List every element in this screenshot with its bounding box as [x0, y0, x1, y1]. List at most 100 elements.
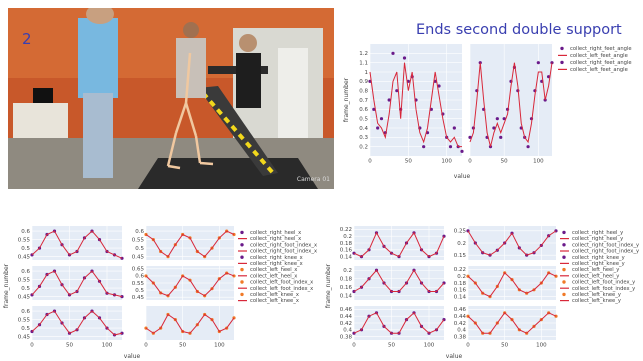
tr-panel-1-xtick-label: 50: [405, 159, 412, 165]
br-panel-6-series-line: [467, 312, 557, 334]
tr-x-axis-title: value: [454, 173, 471, 180]
bl-panel-5-xtick-label: 100: [102, 343, 113, 349]
br-panel-3-ytick-label: 0.14: [340, 294, 353, 300]
br-legend-label: collect_left_heel_y: [572, 267, 619, 273]
br-panel-5-xtick-label: 0: [352, 343, 356, 349]
tr-panel-1-data-point: [372, 107, 376, 111]
bl-panel-3-series-line: [31, 270, 123, 298]
bl-panel-5-ytick-label: 0.5: [21, 326, 30, 332]
tr-panel-2-data-point: [492, 126, 496, 130]
tr-panel-2-data-point: [495, 117, 499, 121]
chart-x-coords: 0.45 0.5 0.55 0.6 0.45 0.5 0.55 0.6 0.45 0.5 0.55 0…: [0, 218, 322, 361]
br-panel-3-series-line: [353, 269, 445, 292]
video-frame: 2 Camera 01: [8, 8, 334, 189]
br-panel-6-xtick-label: 100: [536, 343, 547, 349]
bl-panel-4-ytick-label: 0.55: [132, 281, 145, 287]
bl-legend-marker: [240, 292, 244, 297]
br-panel-3-plot-area: [354, 266, 444, 300]
br-panel-3-ytick-label: 0.16: [340, 285, 353, 291]
tr-panel-2-xtick-label: 50: [501, 159, 508, 165]
br-legend-label: collect_right_knee_y: [572, 255, 625, 261]
bl-panel-6-xtick-label: 0: [144, 343, 148, 349]
br-panel-4-ytick-label: 0.14: [454, 294, 467, 300]
br-panel-6-xtick-label: 0: [466, 343, 470, 349]
tr-panel-1-data-point: [422, 145, 426, 149]
tr-panel-1-ytick-label: 0.6: [359, 107, 368, 113]
bl-panel-3-ytick-label: 0.55: [18, 277, 31, 283]
bl-panel-1-ytick-label: 0.5: [21, 246, 30, 252]
br-panel-6-ytick-label: 0.42: [454, 321, 466, 327]
tr-panel-1-data-point: [437, 84, 441, 88]
tr-panel-1-data-point: [387, 98, 391, 102]
br-panel-5-ytick-label: 0.4: [343, 328, 352, 334]
br-panel-2-ytick-label: 0.15: [454, 253, 467, 259]
br-panel-1-ytick-label: 0.22: [340, 227, 352, 233]
tr-panel-1-data-point: [452, 126, 456, 130]
bl-x-axis-title: value: [124, 353, 141, 360]
br-panel-2-ytick-label: 0.25: [454, 229, 467, 235]
bl-panel-5-ytick-label: 0.55: [18, 317, 31, 323]
br-panel-5-ytick-label: 0.44: [340, 314, 353, 320]
bl-legend-label: collect_right_heel_x: [250, 236, 301, 242]
br-legend-marker: [562, 292, 566, 297]
br-panel-1-series-line: [353, 231, 445, 258]
bl-panel-5-xtick-label: 50: [66, 343, 73, 349]
chart-title: Ends second double support: [416, 22, 622, 38]
bl-panel-1-ytick-label: 0.6: [21, 229, 30, 235]
video-scene: [8, 8, 334, 189]
tr-legend-label: collect_right_feet_angle: [570, 46, 632, 52]
bl-panel-1-series-line: [31, 230, 123, 259]
bl-panel-5-xtick-label: 0: [30, 343, 34, 349]
tr-panel-1-data-point: [376, 126, 380, 130]
bl-legend-label: collect_right_heel_x: [250, 230, 301, 236]
br-panel-6-xtick-label: 50: [501, 343, 508, 349]
bl-panel-2-series-line: [145, 230, 235, 258]
tr-panel-1-ytick-label: 1: [365, 70, 369, 76]
tr-panel-1-data-point: [391, 51, 395, 55]
bl-panel-1-ytick-label: 0.55: [18, 237, 31, 243]
tr-legend-marker: [560, 46, 564, 51]
br-x-axis-title: value: [446, 353, 463, 360]
br-legend-marker: [562, 255, 566, 259]
br-panel-6-ytick-label: 0.4: [457, 328, 466, 334]
br-y-axis-title: frame_number: [325, 263, 332, 308]
br-legend-marker: [562, 243, 566, 247]
bl-legend-marker: [240, 280, 244, 284]
br-panel-3-ytick-label: 0.2: [343, 268, 352, 274]
bl-panel-3-ytick-label: 0.5: [21, 286, 30, 292]
tr-panel-2-xtick-label: 100: [533, 159, 544, 165]
bl-legend-marker: [240, 255, 244, 259]
tr-y-axis-title: frame_number: [343, 77, 350, 122]
tr-panel-1-ytick-label: 1.2: [359, 51, 368, 57]
chart-x-coords-svg: 0.450.50.550.60.450.50.550.60.450.50.550…: [3, 226, 317, 360]
bl-panel-6-series-line: [145, 313, 235, 334]
bl-legend-label: collect_right_foot_index_x: [250, 242, 317, 248]
bl-panel-6-xtick-label: 100: [214, 343, 225, 349]
tr-panel-1-data-point: [460, 149, 464, 153]
tr-panel-1-ytick-label: 0.2: [359, 144, 368, 150]
bl-panel-4-series-line: [145, 272, 235, 297]
camera-label: Camera 01: [296, 176, 330, 183]
bl-legend-label: collect_right_foot_index_x: [250, 249, 317, 255]
bl-panel-2-ytick-label: 0.55: [132, 237, 145, 243]
br-panel-4-ytick-label: 0.2: [457, 274, 466, 280]
bl-legend-label: collect_left_foot_index_x: [250, 280, 313, 286]
br-legend-label: collect_right_heel_y: [572, 230, 623, 236]
tr-panel-1-xtick-label: 0: [368, 159, 372, 165]
tr-legend-marker: [560, 60, 564, 65]
tr-panel-1-data-point: [395, 89, 399, 93]
br-legend-label: collect_left_heel_y: [572, 273, 619, 279]
tr-panel-1-data-point: [402, 56, 407, 60]
bl-panel-6-plot-area: [146, 306, 234, 340]
chart-y-coords: 0.14 0.16 0.18 0.2 0.22 0.15 0.2 0.25 0.14 0.16 0.…: [322, 218, 643, 361]
bl-legend-marker: [240, 267, 244, 272]
tr-panel-1-ytick-label: 0.8: [359, 88, 368, 94]
bl-panel-5-series-line: [31, 310, 123, 336]
bl-panel-2-ytick-label: 0.45: [132, 254, 145, 260]
frame-label: 2: [22, 30, 32, 48]
tr-panel-1-ytick-label: 0.7: [359, 98, 368, 104]
br-panel-6-ytick-label: 0.46: [454, 307, 467, 313]
bl-panel-6-xtick-label: 50: [179, 343, 186, 349]
bl-legend-label: collect_left_foot_index_x: [250, 286, 313, 292]
br-panel-1-ytick-label: 0.14: [340, 254, 353, 260]
